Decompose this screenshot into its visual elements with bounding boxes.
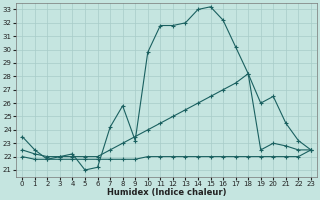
X-axis label: Humidex (Indice chaleur): Humidex (Indice chaleur) <box>107 188 226 197</box>
